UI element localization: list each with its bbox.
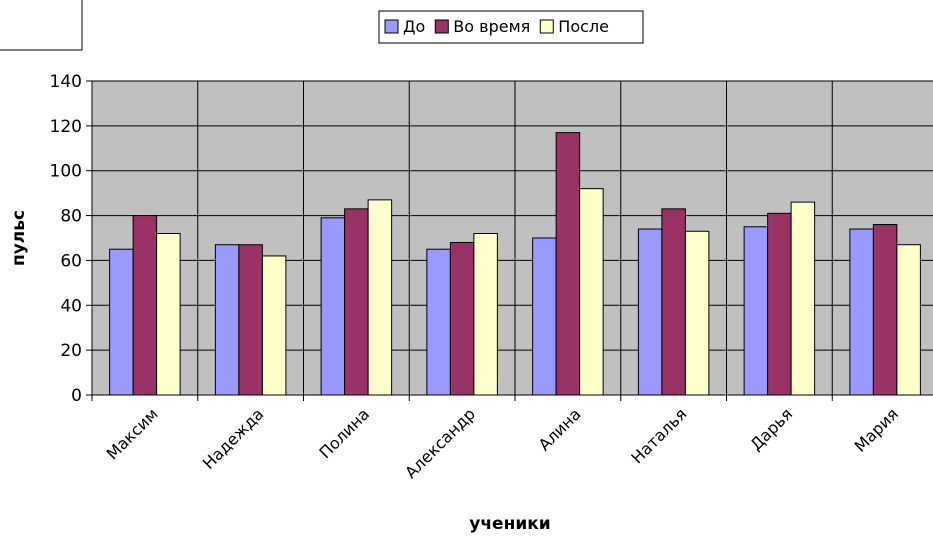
- bar: [473, 233, 498, 396]
- bar: [872, 224, 898, 396]
- legend-label: До: [403, 17, 425, 36]
- corner-box: [0, 0, 83, 51]
- y-tick-label: 0: [71, 386, 82, 406]
- legend-label: Во время: [453, 17, 530, 36]
- bar: [261, 255, 287, 396]
- bar: [767, 212, 792, 396]
- bar: [579, 188, 604, 396]
- bar: [637, 228, 663, 396]
- bar: [790, 201, 816, 396]
- bars: [109, 132, 921, 396]
- bar: [320, 217, 346, 396]
- bar: [532, 237, 557, 396]
- bar: [426, 248, 451, 396]
- y-tick-label: 120: [50, 117, 82, 137]
- legend-swatch: [434, 19, 449, 34]
- y-tick-label: 60: [60, 251, 82, 271]
- legend-box: [378, 10, 644, 44]
- legend-swatch: [539, 19, 554, 34]
- bar: [344, 208, 369, 396]
- legend-label: После: [558, 17, 609, 36]
- y-tick-label: 20: [60, 341, 82, 361]
- y-axis-title: пульс: [9, 210, 29, 266]
- bar: [109, 248, 134, 396]
- bar: [214, 244, 240, 396]
- y-tick-label: 40: [60, 296, 82, 316]
- y-tick-label: 80: [60, 207, 82, 227]
- bar: [238, 244, 263, 396]
- bar: [743, 226, 769, 396]
- x-axis-title: ученики: [469, 514, 550, 534]
- bar: [555, 132, 581, 396]
- bar: [684, 230, 710, 396]
- legend-swatch: [384, 19, 399, 34]
- bar: [849, 228, 874, 396]
- bar: [156, 233, 181, 396]
- y-tick-label: 140: [50, 72, 82, 92]
- y-tick-label: 100: [50, 162, 82, 182]
- bar: [449, 241, 475, 396]
- bar: [896, 244, 921, 396]
- legend: До Во время После: [378, 10, 644, 44]
- bar: [661, 208, 686, 396]
- bar: [132, 215, 158, 396]
- bar: [367, 199, 393, 396]
